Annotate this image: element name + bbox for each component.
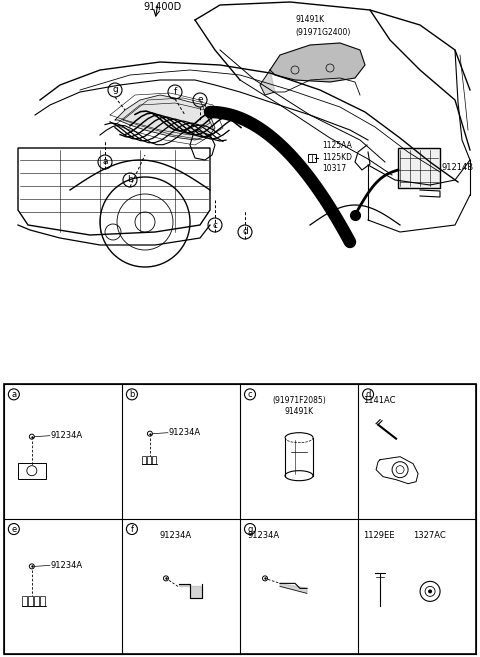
Text: b: b [127, 175, 133, 185]
Text: 10317: 10317 [322, 164, 346, 173]
Text: 1125AA: 1125AA [322, 141, 352, 150]
Text: 91491K: 91491K [295, 15, 324, 24]
Text: c: c [248, 390, 252, 399]
Text: f: f [131, 524, 133, 533]
Text: 91234A: 91234A [160, 531, 192, 540]
Bar [40, 597, 45, 606]
Text: d: d [365, 390, 371, 399]
Text: 1129EE: 1129EE [363, 531, 395, 540]
Bar [142, 456, 146, 464]
Text: 91400D: 91400D [143, 2, 181, 12]
Text: a: a [11, 390, 16, 399]
Circle shape [428, 589, 432, 593]
Polygon shape [270, 43, 365, 82]
Text: e: e [11, 524, 16, 533]
Text: b: b [129, 390, 134, 399]
Text: a: a [102, 158, 108, 166]
Text: 91234A: 91234A [51, 431, 83, 440]
Polygon shape [260, 70, 275, 95]
Text: 91234A: 91234A [248, 531, 280, 540]
Text: (91971G2400): (91971G2400) [295, 28, 350, 37]
Bar [18, 463, 46, 479]
Text: d: d [242, 227, 248, 237]
Bar [34, 597, 39, 606]
Text: 1327AC: 1327AC [413, 531, 446, 540]
Bar [147, 456, 151, 464]
Bar [4, 384, 476, 654]
Polygon shape [179, 584, 202, 599]
Text: 1141AC: 1141AC [363, 396, 396, 405]
Text: e: e [197, 95, 203, 104]
Text: f: f [173, 87, 177, 97]
Text: 91234A: 91234A [51, 561, 83, 570]
Bar [308, 154, 316, 162]
Bar [398, 148, 440, 188]
Polygon shape [280, 583, 307, 593]
Text: 1125KD: 1125KD [322, 152, 352, 162]
Bar [28, 597, 33, 606]
Bar [152, 456, 156, 464]
Text: g: g [247, 524, 252, 533]
Text: (91971F2085)
91491K: (91971F2085) 91491K [272, 396, 326, 417]
Text: g: g [112, 85, 118, 95]
Bar [22, 597, 27, 606]
Text: 91234A: 91234A [169, 428, 201, 437]
Text: c: c [213, 221, 217, 229]
Text: 91214B: 91214B [442, 164, 474, 173]
Polygon shape [115, 95, 215, 140]
